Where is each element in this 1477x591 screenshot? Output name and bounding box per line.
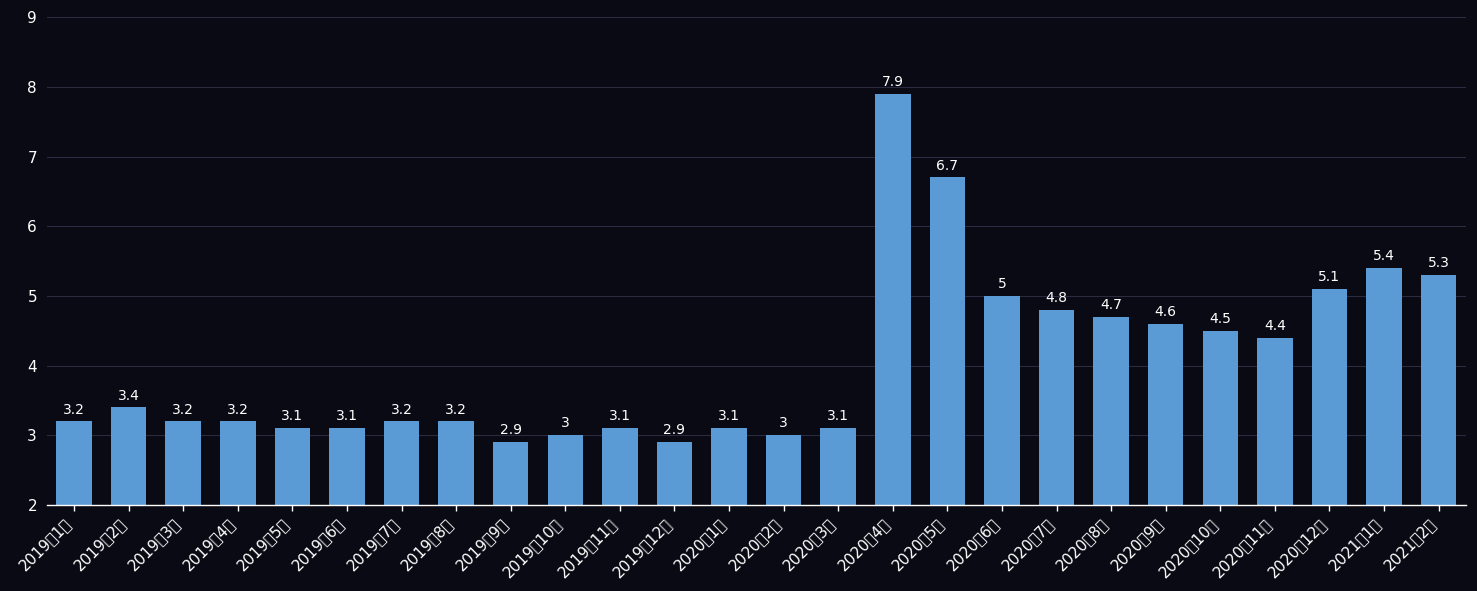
Text: 3.2: 3.2: [445, 402, 467, 417]
Bar: [220, 421, 256, 505]
Text: 5.3: 5.3: [1428, 256, 1449, 270]
Text: 4.6: 4.6: [1155, 305, 1177, 319]
Bar: [439, 421, 474, 505]
Bar: [329, 428, 365, 505]
Text: 4.8: 4.8: [1046, 291, 1068, 305]
Text: 5.4: 5.4: [1374, 249, 1394, 263]
Bar: [165, 421, 201, 505]
Text: 3.1: 3.1: [609, 410, 631, 424]
Text: 3.1: 3.1: [827, 410, 849, 424]
Text: 3.2: 3.2: [227, 402, 248, 417]
Bar: [275, 428, 310, 505]
Bar: [1148, 324, 1183, 505]
Text: 4.5: 4.5: [1210, 312, 1232, 326]
Text: 3: 3: [561, 417, 570, 430]
Bar: [384, 421, 419, 505]
Text: 7.9: 7.9: [882, 75, 904, 89]
Text: 3.1: 3.1: [718, 410, 740, 424]
Text: 5: 5: [997, 277, 1006, 291]
Text: 3.2: 3.2: [64, 402, 86, 417]
Text: 3.2: 3.2: [173, 402, 193, 417]
Bar: [712, 428, 747, 505]
Text: 6.7: 6.7: [936, 158, 959, 173]
Text: 2.9: 2.9: [499, 423, 521, 437]
Bar: [111, 407, 146, 505]
Bar: [1202, 331, 1238, 505]
Text: 3.2: 3.2: [390, 402, 412, 417]
Bar: [493, 442, 529, 505]
Text: 3: 3: [780, 417, 787, 430]
Text: 5.1: 5.1: [1319, 270, 1341, 284]
Bar: [603, 428, 638, 505]
Bar: [657, 442, 693, 505]
Bar: [1257, 337, 1292, 505]
Text: 4.7: 4.7: [1100, 298, 1123, 312]
Bar: [1366, 268, 1402, 505]
Text: 4.4: 4.4: [1264, 319, 1286, 333]
Bar: [984, 296, 1019, 505]
Bar: [820, 428, 857, 505]
Bar: [874, 94, 910, 505]
Bar: [767, 436, 802, 505]
Bar: [1312, 289, 1347, 505]
Bar: [1038, 310, 1074, 505]
Text: 2.9: 2.9: [663, 423, 685, 437]
Bar: [1093, 317, 1128, 505]
Text: 3.1: 3.1: [281, 410, 303, 424]
Text: 3.4: 3.4: [118, 388, 139, 402]
Text: 3.1: 3.1: [335, 410, 357, 424]
Bar: [56, 421, 92, 505]
Bar: [548, 436, 583, 505]
Bar: [929, 177, 964, 505]
Bar: [1421, 275, 1456, 505]
